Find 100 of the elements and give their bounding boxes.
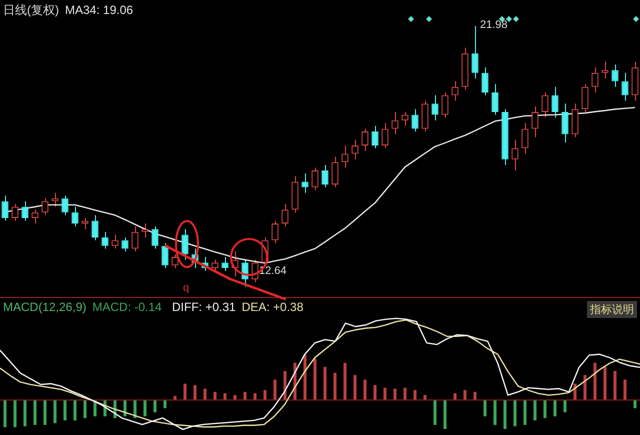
bar: [74, 400, 76, 420]
chart-title: MACD(12,26,9): [3, 300, 86, 314]
candlestick: [442, 92, 448, 118]
candlestick: [382, 122, 388, 149]
candlestick: [152, 226, 158, 250]
bar: [534, 400, 536, 420]
candlestick: [162, 242, 168, 269]
candlestick: [562, 103, 568, 144]
candlestick: [272, 220, 278, 244]
bar: [494, 400, 496, 425]
candlestick: [372, 125, 378, 149]
annotation: q: [183, 282, 190, 294]
bar: [474, 392, 476, 400]
bar: [374, 385, 376, 400]
candlestick: [572, 103, 578, 138]
text: DEA: +0.38: [242, 300, 304, 314]
bar: [244, 392, 246, 400]
bar: [604, 366, 606, 400]
candlestick: [322, 164, 328, 188]
bar: [44, 400, 46, 425]
bar: [224, 393, 226, 400]
bar: [594, 362, 596, 400]
candlestick: [132, 226, 138, 252]
candlestick: [402, 111, 408, 126]
annotation: 12.64: [259, 264, 287, 277]
chart-title: 日线(复权): [3, 3, 59, 17]
candlestick: [2, 195, 8, 222]
candlestick: [332, 156, 338, 188]
bar: [54, 400, 56, 424]
bar: [614, 370, 616, 400]
bar: [364, 380, 366, 400]
bar: [84, 400, 86, 418]
bar: [34, 400, 36, 425]
candlestick: [312, 167, 318, 191]
annotation: 21.98: [480, 19, 508, 32]
bar: [454, 393, 456, 400]
bar: [584, 375, 586, 400]
bar: [344, 362, 346, 400]
bar: [424, 395, 426, 400]
bar: [524, 400, 526, 425]
bar: [234, 395, 236, 400]
bar: [414, 390, 416, 400]
text: MACD: -0.14: [92, 300, 162, 314]
candlestick: [422, 100, 428, 132]
bar: [384, 388, 386, 400]
bar: [184, 384, 186, 400]
candlestick: [622, 72, 628, 102]
bar: [404, 388, 406, 400]
bar: [64, 400, 66, 420]
bar: [144, 400, 146, 416]
candlestick: [522, 122, 528, 154]
candlestick: [552, 86, 558, 118]
candlestick: [592, 66, 598, 93]
bar: [4, 400, 6, 428]
bar: [194, 385, 196, 400]
candlestick: [222, 256, 228, 272]
candlestick: [532, 106, 538, 138]
bar: [334, 372, 336, 400]
text: MA34: 19.06: [65, 3, 134, 17]
bar: [634, 400, 636, 408]
candlestick: [472, 26, 478, 79]
bar: [464, 390, 466, 400]
text: 指标说明: [587, 301, 637, 318]
bar: [444, 400, 446, 430]
bar: [624, 380, 626, 400]
candlestick: [602, 61, 608, 79]
bar: [274, 380, 276, 400]
candlestick: [362, 128, 368, 152]
bar: [434, 400, 436, 425]
bar: [304, 354, 306, 400]
bar: [254, 393, 256, 400]
bar: [514, 400, 516, 426]
candlestick: [112, 234, 118, 250]
bar: [564, 400, 566, 412]
text: DIFF: +0.31: [172, 300, 236, 314]
candlestick: [582, 84, 588, 112]
candlestick: [542, 92, 548, 118]
bar: [324, 366, 326, 400]
bar: [14, 400, 16, 428]
bar: [204, 388, 206, 400]
bar: [24, 400, 26, 426]
bar: [504, 400, 506, 430]
candlestick: [142, 223, 148, 238]
bar: [554, 400, 556, 416]
candlestick: [482, 66, 488, 96]
candlestick: [412, 108, 418, 132]
bar: [544, 400, 546, 418]
candlestick: [282, 204, 288, 227]
bar: [214, 392, 216, 400]
bar: [394, 388, 396, 400]
candlestick: [92, 214, 98, 241]
candlestick: [302, 172, 308, 194]
bar: [354, 375, 356, 400]
candlestick: [182, 228, 188, 260]
bar: [314, 358, 316, 400]
candlestick: [492, 84, 498, 116]
bar: [484, 400, 486, 416]
bar: [154, 400, 156, 412]
bar: [264, 390, 266, 400]
candlestick: [62, 195, 68, 216]
